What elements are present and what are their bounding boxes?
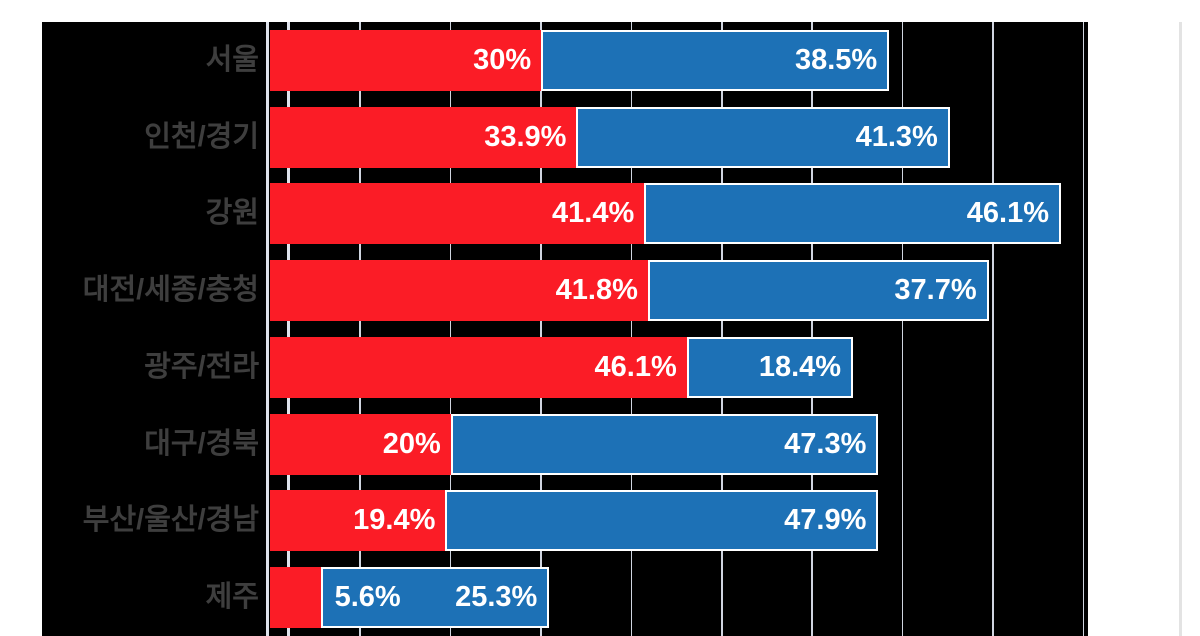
category-label: 부산/울산/경남 (82, 504, 259, 537)
blue-bar-segment: 47.9% (445, 490, 879, 552)
blue-bar-segment: 18.4% (686, 336, 854, 398)
bar-row-daegu-gyeongbuk: 대구/경북 20% 47.3% (42, 406, 1088, 483)
category-label: 제주 (205, 581, 259, 614)
category-label: 강원 (205, 197, 259, 230)
value-axis-line (266, 22, 269, 636)
red-bar-segment: 30% (270, 29, 542, 91)
gridline-40pct (630, 22, 633, 636)
bar-row-gangwon: 강원 41.4% 46.1% (42, 176, 1088, 253)
bar-chart-plot-area: 서울 30% 38.5% 인천/경기 33.9% 41.3% 강원 41.4% … (42, 22, 1088, 636)
gridline-50pct (721, 22, 723, 636)
red-bar-segment: 20% (270, 413, 451, 475)
red-bar-segment: 5.6% (270, 567, 401, 629)
gridline-30pct (540, 22, 542, 636)
page-edge-divider (1179, 22, 1182, 636)
gridline-20pct (449, 22, 452, 636)
red-value-label: 33.9% (484, 120, 567, 153)
blue-value-label: 41.3% (855, 120, 938, 153)
blue-bar-segment: 38.5% (541, 29, 890, 91)
bar-row-jeju: 제주 5.6% 25.3% (42, 559, 1088, 636)
blue-bar-segment: 41.3% (576, 106, 950, 168)
bar-row-incheon-gyeonggi: 인천/경기 33.9% 41.3% (42, 99, 1088, 176)
blue-bar-segment: 37.7% (647, 260, 989, 322)
bar-row-gwangju-jeolla: 광주/전라 46.1% 18.4% (42, 329, 1088, 406)
blue-value-label: 46.1% (966, 197, 1049, 230)
gridlines (42, 22, 1088, 636)
blue-value-label: 47.3% (784, 427, 867, 460)
blue-bar-segment: 46.1% (644, 183, 1061, 245)
chart-rows: 서울 30% 38.5% 인천/경기 33.9% 41.3% 강원 41.4% … (42, 22, 1088, 636)
red-bar-segment: 41.8% (270, 260, 648, 322)
red-value-label: 19.4% (353, 504, 436, 537)
category-label: 대전/세종/충청 (82, 274, 259, 307)
gridline-60pct (811, 22, 813, 636)
red-value-label: 41.4% (552, 197, 635, 230)
red-bar-segment: 41.4% (270, 183, 645, 245)
bar-row-seoul: 서울 30% 38.5% (42, 22, 1088, 99)
bar-row-busan-ulsan-gyeongnam: 부산/울산/경남 19.4% 47.9% (42, 483, 1088, 560)
gridline-80pct (992, 22, 994, 636)
red-value-label: 20% (382, 427, 441, 460)
blue-value-label: 25.3% (455, 581, 538, 614)
gridline-2pct (287, 22, 290, 636)
bar-row-daejeon-sejong-chungcheong: 대전/세종/충청 41.8% 37.7% (42, 252, 1088, 329)
category-label: 대구/경북 (144, 427, 259, 460)
category-label: 광주/전라 (144, 350, 259, 383)
blue-value-label: 38.5% (794, 43, 878, 76)
blue-value-label: 18.4% (758, 350, 842, 383)
blue-bar-segment: 25.3% (320, 567, 550, 629)
red-bar-segment: 46.1% (270, 336, 687, 398)
blue-value-label: 47.9% (784, 504, 867, 537)
category-label: 서울 (205, 43, 259, 76)
red-value-label: 46.1% (594, 350, 677, 383)
red-bar-segment: 33.9% (270, 106, 577, 168)
blue-value-label: 37.7% (894, 274, 977, 307)
gridline-90pct (1082, 22, 1085, 636)
red-value-label-outside: 5.6% (334, 581, 401, 614)
red-bar-segment: 19.4% (270, 490, 446, 552)
blue-bar-segment: 47.3% (450, 413, 879, 475)
red-value-label: 30% (473, 43, 532, 76)
category-label: 인천/경기 (144, 120, 259, 153)
gridline-70pct (901, 22, 904, 636)
gridline-10pct (359, 22, 361, 636)
red-value-label: 41.8% (555, 274, 638, 307)
